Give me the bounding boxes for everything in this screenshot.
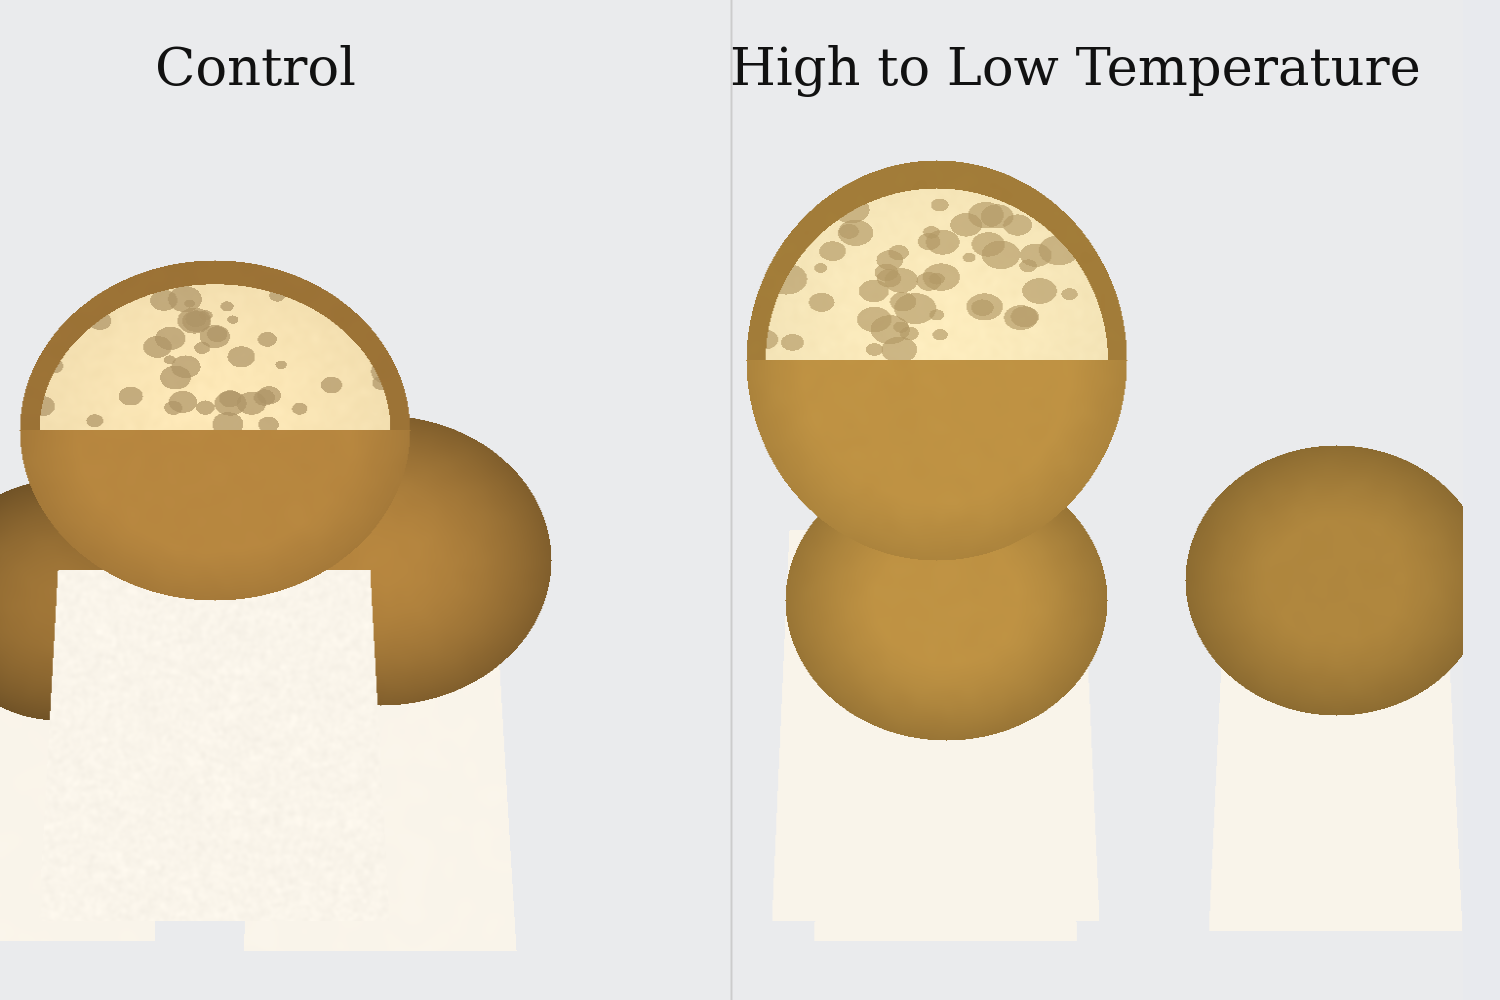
Text: High to Low Temperature: High to Low Temperature xyxy=(729,45,1420,97)
Text: Control: Control xyxy=(156,45,357,96)
